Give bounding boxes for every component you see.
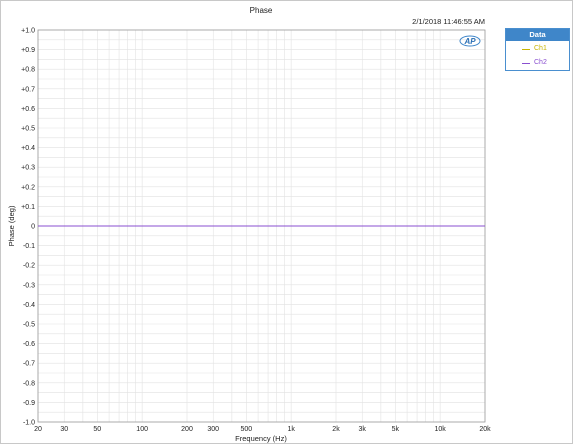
x-tick-label: 1k [287,426,295,433]
x-tick-label: 300 [207,426,219,433]
y-tick-label: -0.6 [23,341,35,348]
y-tick-label: -0.5 [23,322,35,329]
legend: Data Ch1 Ch2 [505,28,570,71]
x-tick-label: 5k [392,426,400,433]
y-tick-label: -0.7 [23,361,35,368]
legend-title: Data [506,29,569,41]
y-tick-label: +0.6 [21,106,35,113]
x-tick-label: 3k [359,426,367,433]
timestamp: 2/1/2018 11:46:55 AM [412,17,485,26]
x-tick-label: 20k [479,426,491,433]
y-tick-label: +0.3 [21,165,35,172]
x-tick-label: 30 [60,426,68,433]
y-tick-label: +0.5 [21,126,35,133]
y-tick-label: +0.9 [21,47,35,54]
y-tick-label: -0.9 [23,400,35,407]
y-tick-label: +0.7 [21,86,35,93]
y-tick-label: -0.8 [23,380,35,387]
legend-label-ch1: Ch1 [534,45,547,52]
ap-logo-text: AP [463,37,476,46]
chart-title: Phase [250,6,273,15]
y-tick-label: +0.4 [21,145,35,152]
x-tick-label: 200 [181,426,193,433]
y-tick-labels: +1.0 +0.9 +0.8 +0.7 +0.6 +0.5 +0.4 +0.3 +0.2 +0.1… [21,28,35,427]
y-tick-label: -0.3 [23,282,35,289]
x-tick-label: 10k [434,426,446,433]
x-tick-label: 20 [34,426,42,433]
y-tick-label: -1.0 [23,420,35,427]
legend-item-ch2[interactable]: Ch2 [506,57,569,69]
y-axis-title: Phase (deg) [7,205,16,246]
y-tick-label: +0.8 [21,67,35,74]
y-tick-label: +0.2 [21,184,35,191]
y-tick-label: +0.1 [21,204,35,211]
y-tick-label: -0.4 [23,302,35,309]
legend-swatch-ch2 [522,63,530,64]
x-tick-label: 500 [240,426,252,433]
ap-logo-icon: AP [459,35,481,47]
y-tick-label: -0.1 [23,243,35,250]
legend-label-ch2: Ch2 [534,59,547,66]
y-tick-label: +1.0 [21,28,35,35]
x-tick-labels: 20 30 50 100 200 300 500 1k 2k 3k 5k 10k 20k [34,426,491,433]
legend-item-ch1[interactable]: Ch1 [506,43,569,55]
x-tick-label: 100 [136,426,148,433]
y-tick-label: 0 [31,224,35,231]
x-tick-label: 50 [93,426,101,433]
x-axis-title: Frequency (Hz) [235,434,287,443]
x-tick-label: 2k [332,426,340,433]
y-tick-label: -0.2 [23,263,35,270]
legend-swatch-ch1 [522,49,530,50]
